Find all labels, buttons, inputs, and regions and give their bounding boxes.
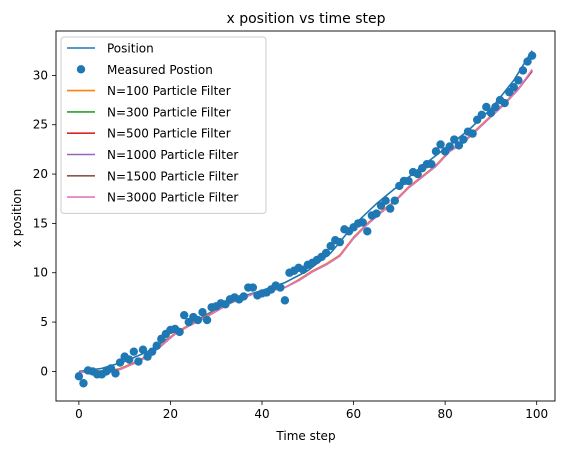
measured-point: [179, 310, 189, 320]
x-tick-label: 80: [437, 407, 452, 421]
legend-label: N=300 Particle Filter: [107, 105, 231, 119]
x-tick-label: 100: [525, 407, 548, 421]
measured-point: [459, 135, 468, 144]
measured-point: [413, 169, 422, 179]
y-tick-label: 25: [33, 118, 48, 132]
measured-point: [491, 102, 500, 112]
x-tick-label: 60: [346, 407, 361, 421]
legend-label: N=500 Particle Filter: [107, 127, 231, 141]
measured-point: [477, 110, 486, 120]
legend-label: N=1000 Particle Filter: [107, 148, 238, 162]
measured-point: [482, 102, 491, 112]
y-tick-label: 5: [40, 315, 48, 329]
measured-point: [372, 209, 381, 218]
legend-swatch: [76, 65, 86, 74]
plot-frame: [55, 30, 556, 402]
measured-point: [523, 57, 532, 66]
x-axis-label: Time step: [275, 429, 335, 443]
legend-label: N=100 Particle Filter: [107, 84, 231, 98]
measured-point: [518, 66, 528, 75]
legend-label: Position: [107, 42, 154, 56]
y-tick-label: 30: [33, 68, 48, 82]
measured-point: [74, 372, 84, 381]
measured-point: [239, 292, 248, 301]
measured-point: [358, 218, 367, 227]
measured-point: [202, 315, 212, 325]
measured-point: [514, 76, 523, 85]
x-tick-label: 0: [75, 407, 83, 421]
measured-point: [134, 357, 143, 366]
measured-point: [381, 196, 390, 205]
measured-point: [111, 369, 120, 378]
legend-label: N=3000 Particle Filter: [107, 191, 238, 205]
measured-point: [152, 341, 161, 350]
x-tick-label: 20: [163, 407, 178, 421]
measured-point: [454, 141, 464, 150]
measured-point: [468, 129, 477, 138]
measured-point: [390, 196, 399, 205]
measured-point: [175, 327, 184, 337]
measured-point: [138, 345, 148, 354]
measured-point: [436, 140, 445, 149]
y-tick-label: 0: [40, 364, 48, 378]
measured-point: [363, 227, 372, 236]
measured-point: [326, 241, 335, 251]
legend-box: [60, 36, 267, 214]
measured-point: [385, 204, 395, 213]
measured-point: [198, 308, 207, 317]
x-tick-label: 40: [254, 407, 269, 421]
legend-label: N=1500 Particle Filter: [107, 169, 238, 183]
measured-point: [500, 98, 509, 108]
measured-point: [79, 379, 88, 388]
legend-label: Measured Postion: [107, 63, 213, 77]
axis-ticks: 0 20 40 60 80 100 0 5 10 15 20 25 30: [33, 68, 548, 421]
measured-point: [486, 108, 496, 118]
measured-point: [115, 358, 125, 367]
y-tick-label: 20: [33, 167, 48, 181]
y-axis-label: x position: [10, 189, 24, 247]
measured-point: [335, 237, 345, 247]
measured-point: [445, 142, 454, 151]
plot-marks: [74, 50, 537, 388]
measured-point: [509, 83, 518, 92]
measured-point: [321, 248, 331, 258]
measured-point: [248, 283, 258, 292]
y-tick-label: 10: [33, 266, 48, 280]
measured-point: [450, 135, 459, 144]
chart-title: x position vs time step: [226, 11, 385, 27]
legend: Position Measured Postion N=100 Particle F…: [60, 36, 267, 214]
measured-point: [280, 296, 290, 305]
measured-point: [427, 160, 436, 169]
measured-point: [527, 51, 537, 60]
measured-point: [129, 347, 139, 356]
measured-point: [431, 147, 441, 156]
measured-point: [276, 283, 285, 292]
measured-point: [147, 347, 157, 356]
measured-point: [404, 176, 413, 186]
y-tick-label: 15: [33, 216, 48, 230]
measured-point: [193, 315, 203, 325]
plot-area: [74, 50, 537, 388]
measured-point: [125, 355, 134, 364]
